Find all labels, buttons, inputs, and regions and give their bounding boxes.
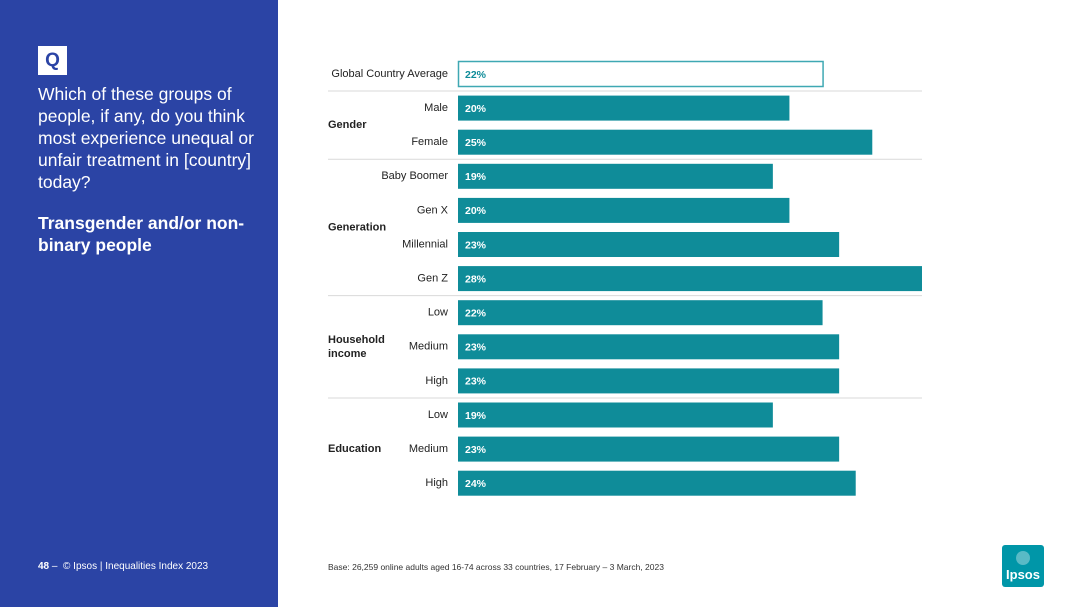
- footer-copyright: © Ipsos | Inequalities Index 2023: [63, 561, 209, 572]
- category-label: Millennial: [402, 238, 448, 250]
- footer: 48 – © Ipsos | Inequalities Index 2023: [38, 561, 208, 572]
- bar: [458, 470, 856, 496]
- bar: [458, 197, 790, 223]
- data-label: 23%: [465, 239, 487, 251]
- logo-circle: [1016, 551, 1030, 565]
- question-badge: Q: [38, 46, 67, 75]
- ipsos-logo: Ipsos: [1002, 545, 1044, 587]
- group-label: Generation: [328, 221, 386, 233]
- category-label: Medium: [409, 341, 448, 353]
- data-label: 23%: [465, 444, 487, 456]
- category-label: Gen Z: [417, 273, 448, 285]
- data-label: 24%: [465, 478, 487, 490]
- category-label: Female: [411, 136, 448, 148]
- subject-title: Transgender and/or non-binary people: [38, 213, 245, 255]
- data-label: 28%: [465, 273, 487, 285]
- category-label: Baby Boomer: [381, 170, 448, 182]
- bar: [458, 163, 773, 189]
- category-label: Global Country Average: [331, 68, 448, 80]
- category-label: Low: [428, 307, 448, 319]
- group-label: Education: [328, 443, 381, 455]
- category-label: High: [425, 375, 448, 387]
- bar: [458, 436, 840, 462]
- bar: [458, 266, 922, 292]
- data-label: 20%: [465, 205, 487, 217]
- bar: [458, 334, 840, 360]
- bar: [458, 402, 773, 428]
- category-label: Male: [424, 102, 448, 114]
- category-label: Gen X: [417, 204, 449, 216]
- question-text: Which of these groups of people, if any,…: [38, 84, 254, 192]
- logo-background: [1002, 545, 1044, 587]
- footer-dash: –: [51, 561, 58, 572]
- data-label: 23%: [465, 376, 487, 388]
- bar: [458, 95, 790, 121]
- sidebar-panel: Q Which of these groups of people, if an…: [0, 0, 278, 607]
- bar: [458, 232, 840, 257]
- category-label: High: [425, 477, 448, 489]
- data-label: 20%: [465, 103, 487, 115]
- data-label: 19%: [465, 410, 487, 422]
- group-label: Household income: [328, 334, 385, 360]
- group-label: Gender: [328, 119, 367, 131]
- logo-text: Ipsos: [1006, 567, 1040, 582]
- bar: [458, 368, 840, 394]
- data-label: 22%: [465, 69, 487, 81]
- page-number: 48: [38, 561, 50, 572]
- data-label: 22%: [465, 307, 487, 319]
- data-label: 19%: [465, 171, 487, 183]
- bar: [458, 129, 873, 155]
- bar: [458, 300, 823, 326]
- global-average-bar: [457, 60, 824, 88]
- data-label: 23%: [465, 342, 487, 354]
- category-label: Low: [428, 409, 448, 421]
- data-label: 25%: [465, 137, 487, 149]
- category-label: Medium: [409, 443, 448, 455]
- base-note: Base: 26,259 online adults aged 16-74 ac…: [328, 562, 664, 572]
